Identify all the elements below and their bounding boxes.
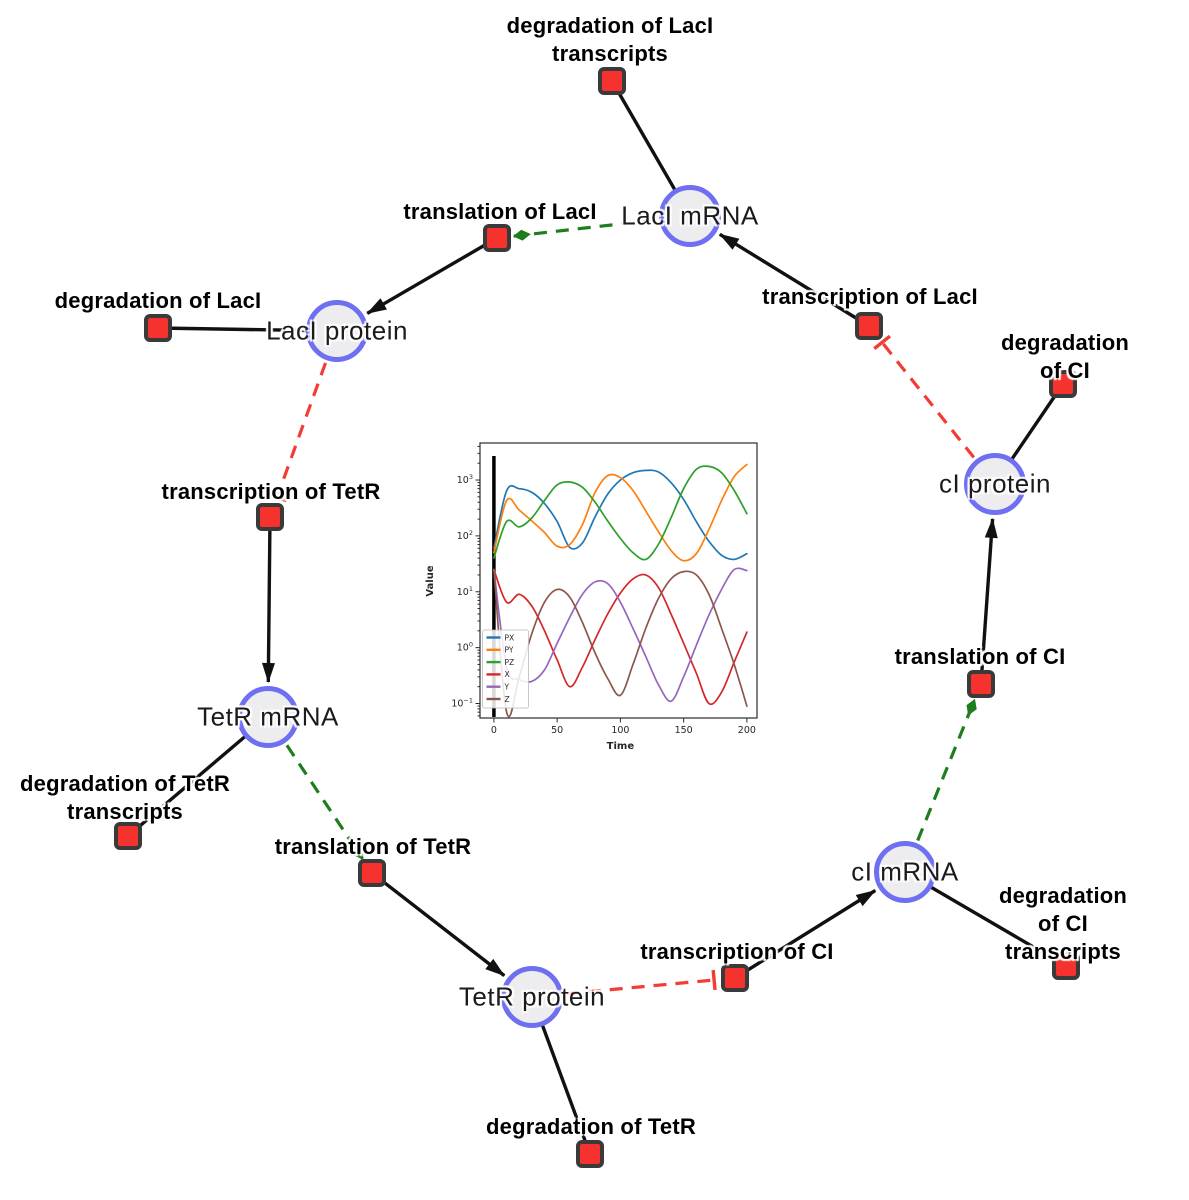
series-curve-px — [493, 469, 748, 561]
reaction-node-transcription-of-laci[interactable] — [855, 312, 883, 340]
y-tick-label: 103 — [457, 473, 473, 486]
edge-production-translation-laci-laci-protein — [366, 236, 498, 315]
reaction-node-degradation-of-ci-transcripts[interactable] — [1052, 952, 1080, 980]
reaction-node-degradation-of-tetr-transcripts[interactable] — [114, 822, 142, 850]
legend-label-py: PY — [505, 646, 514, 655]
reaction-label: translation of TetR — [274, 834, 472, 860]
species-label: cI protein — [939, 468, 1051, 499]
y-tick-label: 10−1 — [451, 696, 473, 709]
x-tick-label: 150 — [675, 725, 693, 736]
edge-consumption-ci-mrna-deg-ci-transcripts — [904, 870, 1067, 968]
reaction-label: degradation of TetR transcripts — [20, 771, 230, 824]
reaction-node-transcription-of-tetr[interactable] — [256, 503, 284, 531]
edge-inhibition-tetr-protein-transcription-ci — [565, 969, 717, 996]
edge-inhibition-laci-protein-transcription-tetr — [267, 362, 328, 503]
series-curve-y — [493, 567, 748, 703]
x-tick-label: 100 — [611, 725, 629, 736]
reaction-label: degradation of TetR — [486, 1114, 696, 1140]
reaction-node-translation-of-laci[interactable] — [483, 224, 511, 252]
species-label: TetR mRNA — [197, 701, 339, 732]
species-circle — [874, 841, 936, 903]
x-tick-label: 0 — [491, 725, 497, 736]
legend-label-z: Z — [505, 695, 510, 704]
species-label: cI mRNA — [851, 856, 959, 887]
reaction-label: transcription of CI — [640, 939, 834, 965]
y-axis-label: Value — [425, 565, 436, 596]
species-circle — [306, 300, 368, 362]
reaction-label: transcription of LacI — [762, 284, 978, 310]
species-circle — [659, 185, 721, 247]
edge-modifier-ci-mrna-translation-ci — [916, 698, 977, 842]
legend-label-y: Y — [504, 683, 510, 692]
reaction-node-transcription-of-ci[interactable] — [721, 964, 749, 992]
species-circle — [237, 686, 299, 748]
series-curve-py — [493, 463, 748, 562]
y-tick-label: 102 — [457, 529, 473, 542]
species-label: TetR protein — [458, 981, 606, 1012]
series-curve-z — [493, 568, 748, 718]
reaction-node-degradation-of-tetr[interactable] — [576, 1140, 604, 1168]
species-label: LacI mRNA — [621, 200, 759, 231]
legend-label-pz: PZ — [505, 658, 515, 667]
legend-label-x: X — [505, 670, 510, 679]
reaction-node-translation-of-tetr[interactable] — [358, 859, 386, 887]
edge-production-translation-tetr-tetr-protein — [370, 871, 506, 977]
reaction-label: degradation of LacI transcripts — [506, 13, 714, 66]
y-tick-label: 101 — [457, 585, 473, 598]
edge-modifier-laci-mrna-translation-laci — [512, 218, 657, 241]
x-tick-label: 200 — [738, 725, 756, 736]
reaction-label: degradation of LacI — [54, 288, 262, 314]
edge-production-transcription-ci-ci-mrna — [734, 889, 877, 980]
edge-production-translation-ci-ci-protein — [979, 517, 998, 685]
legend-label-px: PX — [505, 633, 515, 642]
reaction-label: transcription of TetR — [161, 479, 381, 505]
edge-production-transcription-tetr-tetr-mrna — [261, 516, 275, 683]
x-tick-label: 50 — [551, 725, 563, 736]
edge-production-transcription-laci-laci-mrna — [718, 232, 870, 328]
reaction-label: degradation of CI — [1000, 330, 1130, 383]
reaction-node-degradation-of-ci[interactable] — [1049, 370, 1077, 398]
y-tick-label: 100 — [457, 641, 473, 654]
species-label: LacI protein — [266, 315, 408, 346]
reaction-label: degradation of CI transcripts — [998, 883, 1128, 964]
species-circle — [501, 966, 563, 1028]
inset-chart: 0 50 100 150 200 10−1 100 101 102 103 Time Value PX P… — [425, 442, 758, 752]
series-curve-x — [493, 568, 748, 706]
reaction-node-degradation-of-laci-transcripts[interactable] — [598, 67, 626, 95]
reaction-label: translation of LacI — [403, 199, 597, 225]
edge-modifier-tetr-mrna-translation-tetr — [285, 744, 364, 860]
edge-inhibition-ci-protein-transcription-laci — [873, 334, 976, 459]
species-circle — [964, 453, 1026, 515]
reaction-node-translation-of-ci[interactable] — [967, 670, 995, 698]
network-edges — [126, 80, 1067, 1155]
reaction-label: translation of CI — [894, 644, 1066, 670]
series-curve-pz — [493, 465, 748, 561]
plot-border — [479, 442, 758, 719]
x-axis-label: Time — [607, 741, 635, 752]
reaction-node-degradation-of-laci[interactable] — [144, 314, 172, 342]
